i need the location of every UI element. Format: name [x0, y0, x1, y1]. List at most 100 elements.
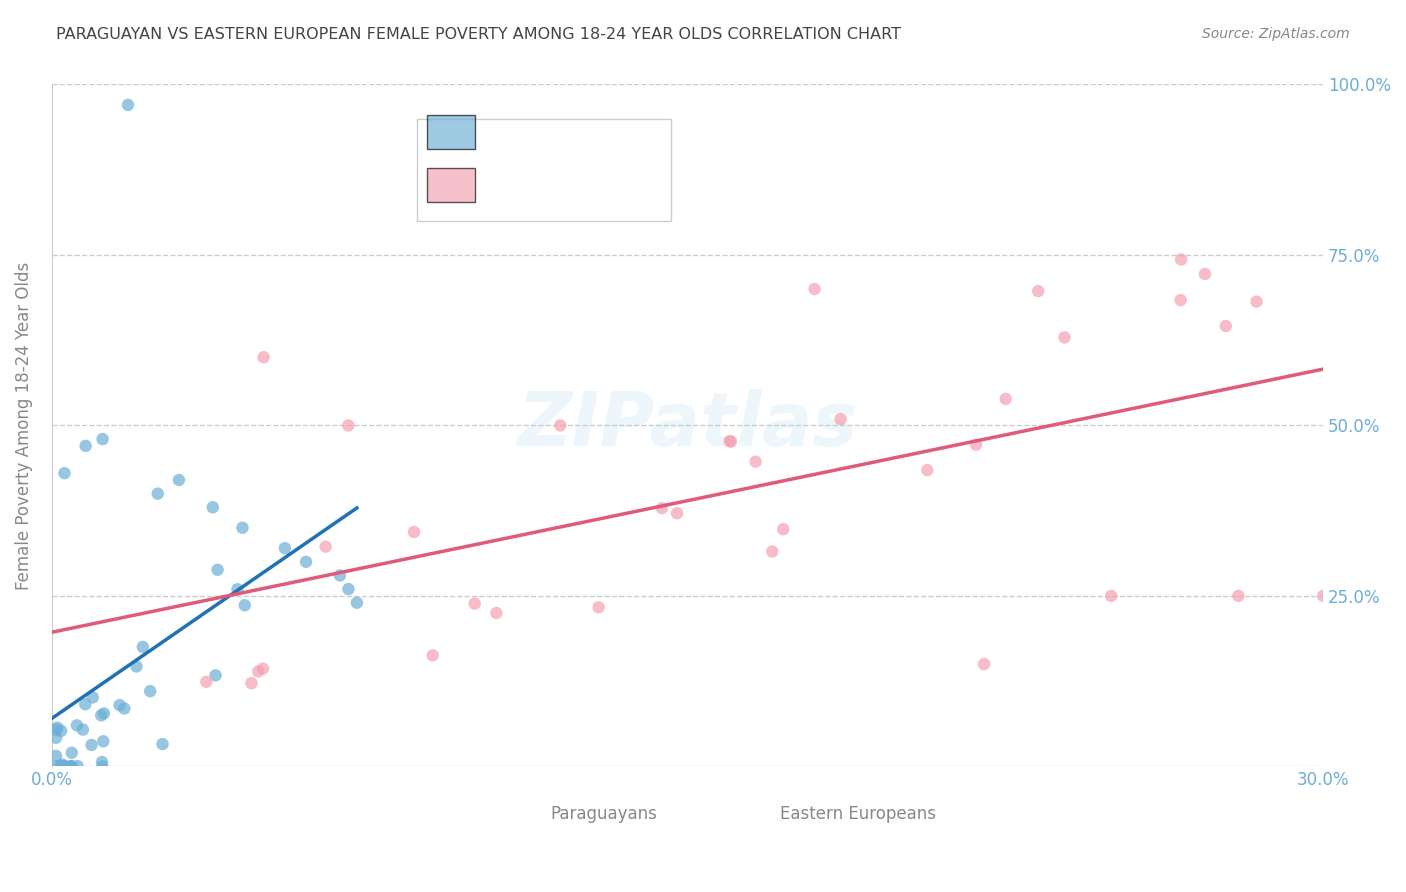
Point [803, 282, 825, 296]
Point [201, 500, 224, 515]
Point [666, 506, 689, 520]
Point [1194, 267, 1216, 281]
Point [252, 662, 274, 676]
Point [51, 757, 73, 772]
FancyBboxPatch shape [503, 800, 538, 830]
Point [207, 563, 229, 577]
Point [49, 759, 72, 773]
FancyBboxPatch shape [733, 800, 768, 830]
Point [772, 522, 794, 536]
Point [917, 463, 939, 477]
Point [112, 701, 135, 715]
Point [718, 434, 741, 449]
Text: Paraguayans: Paraguayans [550, 805, 657, 823]
Point [132, 640, 155, 654]
Point [1227, 589, 1250, 603]
Point [80, 738, 103, 752]
Text: ZIPatlas: ZIPatlas [517, 389, 858, 462]
Point [53, 759, 76, 773]
Point [1246, 294, 1268, 309]
Point [66, 718, 89, 732]
Point [464, 597, 486, 611]
Point [82, 690, 104, 705]
Point [295, 555, 318, 569]
Point [59, 759, 82, 773]
Point [274, 541, 297, 556]
Point [146, 486, 169, 500]
Point [45, 723, 67, 737]
Point [46, 721, 69, 735]
Point [45, 731, 67, 745]
Point [588, 600, 610, 615]
Point [720, 434, 742, 449]
Point [167, 473, 190, 487]
Point [973, 657, 995, 672]
Point [45, 748, 67, 763]
Point [93, 706, 115, 721]
Point [91, 432, 114, 446]
Point [60, 759, 83, 773]
Point [49, 723, 72, 738]
Point [337, 418, 360, 433]
FancyBboxPatch shape [427, 169, 475, 202]
Text: R = 0.472: R = 0.472 [488, 177, 586, 194]
Point [53, 759, 76, 773]
Point [125, 659, 148, 673]
Point [402, 524, 425, 539]
Text: R = 0.564: R = 0.564 [488, 123, 586, 141]
FancyBboxPatch shape [416, 119, 671, 221]
Point [75, 439, 97, 453]
Point [1312, 589, 1334, 603]
Point [195, 674, 218, 689]
Point [152, 737, 174, 751]
Point [233, 599, 256, 613]
Point [90, 708, 112, 723]
Text: Source: ZipAtlas.com: Source: ZipAtlas.com [1202, 27, 1350, 41]
Point [204, 668, 226, 682]
Point [965, 437, 987, 451]
Point [247, 665, 270, 679]
Point [1099, 589, 1122, 603]
Point [66, 759, 89, 773]
Point [253, 350, 276, 364]
Point [91, 755, 114, 769]
Text: N = 51: N = 51 [599, 123, 666, 141]
Point [139, 684, 162, 698]
Point [240, 676, 263, 690]
Point [994, 392, 1017, 406]
Point [550, 418, 572, 433]
FancyBboxPatch shape [427, 115, 475, 149]
Y-axis label: Female Poverty Among 18-24 Year Olds: Female Poverty Among 18-24 Year Olds [15, 261, 32, 590]
Point [52, 759, 75, 773]
Point [45, 759, 67, 773]
Point [761, 544, 783, 558]
Point [52, 759, 75, 773]
Point [1170, 252, 1192, 267]
Point [231, 521, 253, 535]
Point [744, 455, 766, 469]
Point [1026, 284, 1049, 298]
Point [651, 501, 673, 516]
Point [315, 540, 337, 554]
Point [1215, 318, 1237, 333]
Point [1053, 330, 1076, 344]
Point [49, 759, 72, 773]
Point [337, 582, 360, 596]
Point [485, 606, 508, 620]
Point [830, 412, 852, 426]
Point [1170, 293, 1192, 307]
Point [117, 98, 139, 112]
Point [346, 596, 368, 610]
Text: PARAGUAYAN VS EASTERN EUROPEAN FEMALE POVERTY AMONG 18-24 YEAR OLDS CORRELATION : PARAGUAYAN VS EASTERN EUROPEAN FEMALE PO… [56, 27, 901, 42]
Point [53, 466, 76, 480]
Point [91, 759, 114, 773]
Point [75, 698, 97, 712]
Text: N = 36: N = 36 [599, 177, 666, 194]
Point [329, 568, 352, 582]
Text: Eastern Europeans: Eastern Europeans [780, 805, 936, 823]
Point [422, 648, 444, 663]
Point [108, 698, 131, 712]
Point [91, 734, 114, 748]
Point [59, 759, 82, 773]
Point [72, 723, 94, 737]
